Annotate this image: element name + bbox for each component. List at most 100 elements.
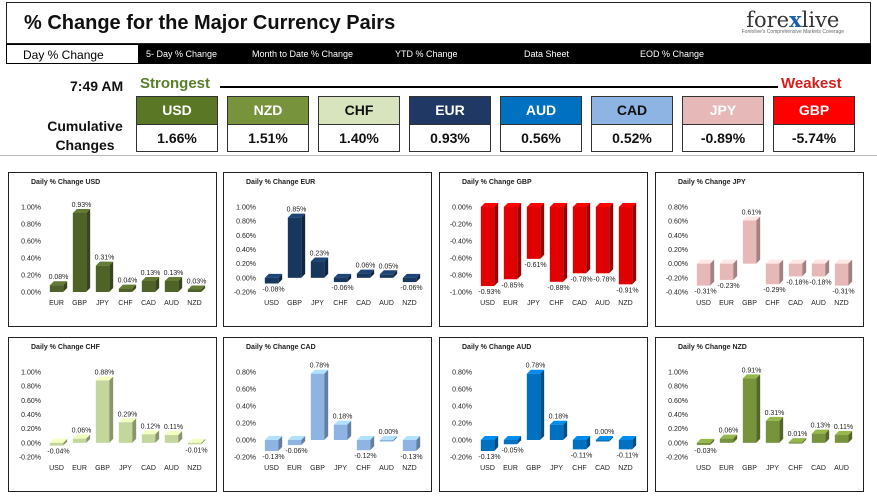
category-label: JPY	[96, 300, 109, 307]
bar	[164, 435, 179, 443]
bar-top	[742, 216, 761, 221]
data-label: -0.06%	[285, 448, 307, 455]
bar-side	[416, 436, 421, 452]
bar-top	[187, 285, 206, 290]
category-label: AUD	[834, 465, 849, 472]
y-tick-label: 0.40%	[452, 404, 472, 411]
bar-side	[178, 276, 183, 292]
bar-side	[301, 436, 306, 446]
chart-title: Daily % Change USD	[31, 179, 101, 186]
bar-top	[118, 284, 137, 289]
category-label: EUR	[503, 300, 518, 307]
data-label: -0.11%	[617, 452, 639, 459]
bar-top	[72, 434, 91, 439]
bar-side	[109, 261, 114, 292]
bar-top	[333, 420, 352, 425]
nav-5day-change[interactable]: 5- Day % Change	[146, 49, 218, 59]
data-label: 0.18%	[333, 414, 353, 421]
bar	[118, 422, 133, 443]
currency-code: NZD	[228, 97, 308, 124]
y-tick-label: -1.00%	[450, 290, 472, 297]
bar	[549, 424, 564, 440]
nav-month-to-date[interactable]: Month to Date % Change	[252, 49, 354, 59]
chart-title: Daily % Change GBP	[462, 179, 532, 186]
y-tick-label: 0.00%	[452, 205, 472, 212]
bar-side	[132, 418, 137, 443]
bar	[595, 207, 610, 274]
bar	[141, 280, 156, 292]
category-label: CAD	[595, 465, 610, 472]
category-label: JPY	[527, 300, 540, 307]
chart-title: Daily % Change CHF	[31, 344, 100, 351]
category-label: CAD	[141, 300, 156, 307]
bar-top	[402, 436, 421, 440]
bar	[379, 274, 394, 278]
data-label: -0.06%	[331, 285, 353, 292]
currency-cumulative-value: 1.40%	[319, 124, 399, 152]
y-tick-label: 0.60%	[668, 398, 688, 405]
bar-top	[402, 273, 421, 278]
currency-box-eur: EUR 0.93%	[409, 96, 491, 152]
category-label: JPY	[311, 300, 324, 307]
category-label: NZD	[402, 465, 416, 472]
bar	[480, 440, 495, 452]
bar-side	[393, 270, 398, 278]
category-label: CHF	[333, 300, 347, 307]
bar-top	[264, 273, 283, 278]
y-tick-label: 0.80%	[668, 384, 688, 391]
nav-ytd-change[interactable]: YTD % Change	[395, 49, 458, 59]
data-label: -0.04%	[47, 449, 69, 456]
bar	[526, 373, 541, 440]
bar-top	[118, 418, 137, 423]
bar-top	[526, 369, 545, 374]
title-bar: % Change for the Major Currency Pairs fo…	[6, 2, 871, 44]
bar-top	[49, 438, 68, 443]
bar-top	[95, 376, 114, 381]
bar-side	[301, 213, 306, 278]
logo-tagline: Forexlive's Comprehensive Markets Covera…	[741, 29, 844, 35]
bar-side	[825, 259, 830, 277]
chart-panel-jpy: Daily % Change JPY -0.40% -0.20% 0.00% 0.20%…	[655, 172, 864, 327]
y-tick-label: -0.20%	[666, 275, 688, 282]
bar-side	[370, 436, 375, 451]
nav-day-change[interactable]: Day % Change	[6, 44, 139, 64]
y-tick-label: 0.40%	[668, 233, 688, 240]
bar	[287, 440, 302, 446]
bar	[95, 265, 110, 292]
bar-top	[719, 259, 738, 264]
bar-top	[618, 436, 637, 440]
data-label: 0.03%	[187, 278, 207, 285]
category-label: NZD	[834, 300, 848, 307]
category-label: EUR	[72, 465, 87, 472]
currency-box-cad: CAD 0.52%	[591, 96, 673, 152]
bar-side	[733, 259, 738, 280]
bar	[118, 288, 133, 292]
data-label: 0.04%	[118, 278, 138, 285]
forexlive-logo[interactable]: forexlive Forexlive's Comprehensive Mark…	[742, 7, 844, 35]
bar-chart: -0.20% 0.00% 0.20% 0.40% 0.60% 0.80% -0.13% USD…	[450, 363, 639, 472]
y-tick-label: 0.80%	[21, 222, 41, 229]
category-label: AUD	[379, 300, 394, 307]
bar	[187, 289, 202, 292]
bar-side	[201, 285, 206, 292]
bar-side	[324, 369, 329, 440]
category-label: EUR	[503, 465, 518, 472]
category-label: CHF	[356, 465, 370, 472]
data-label: -0.06%	[400, 285, 422, 292]
y-tick-label: 1.00%	[668, 370, 688, 377]
data-label: 0.13%	[141, 270, 161, 277]
category-label: AUD	[595, 300, 610, 307]
nav-eod-change[interactable]: EOD % Change	[640, 49, 705, 59]
strongest-label: Strongest	[140, 75, 211, 92]
y-tick-label: 0.20%	[668, 247, 688, 254]
bar-side	[802, 438, 807, 444]
data-label: -0.23%	[717, 283, 739, 290]
bar-top	[595, 203, 614, 207]
bar	[742, 378, 757, 443]
category-label: JPY	[766, 465, 779, 472]
cumulative-changes-label: Cumulative Changes	[47, 118, 123, 153]
bar-side	[710, 259, 715, 286]
nav-data-sheet[interactable]: Data Sheet	[524, 49, 570, 59]
category-label: GBP	[742, 300, 757, 307]
chart-title: Daily % Change AUD	[462, 344, 532, 351]
